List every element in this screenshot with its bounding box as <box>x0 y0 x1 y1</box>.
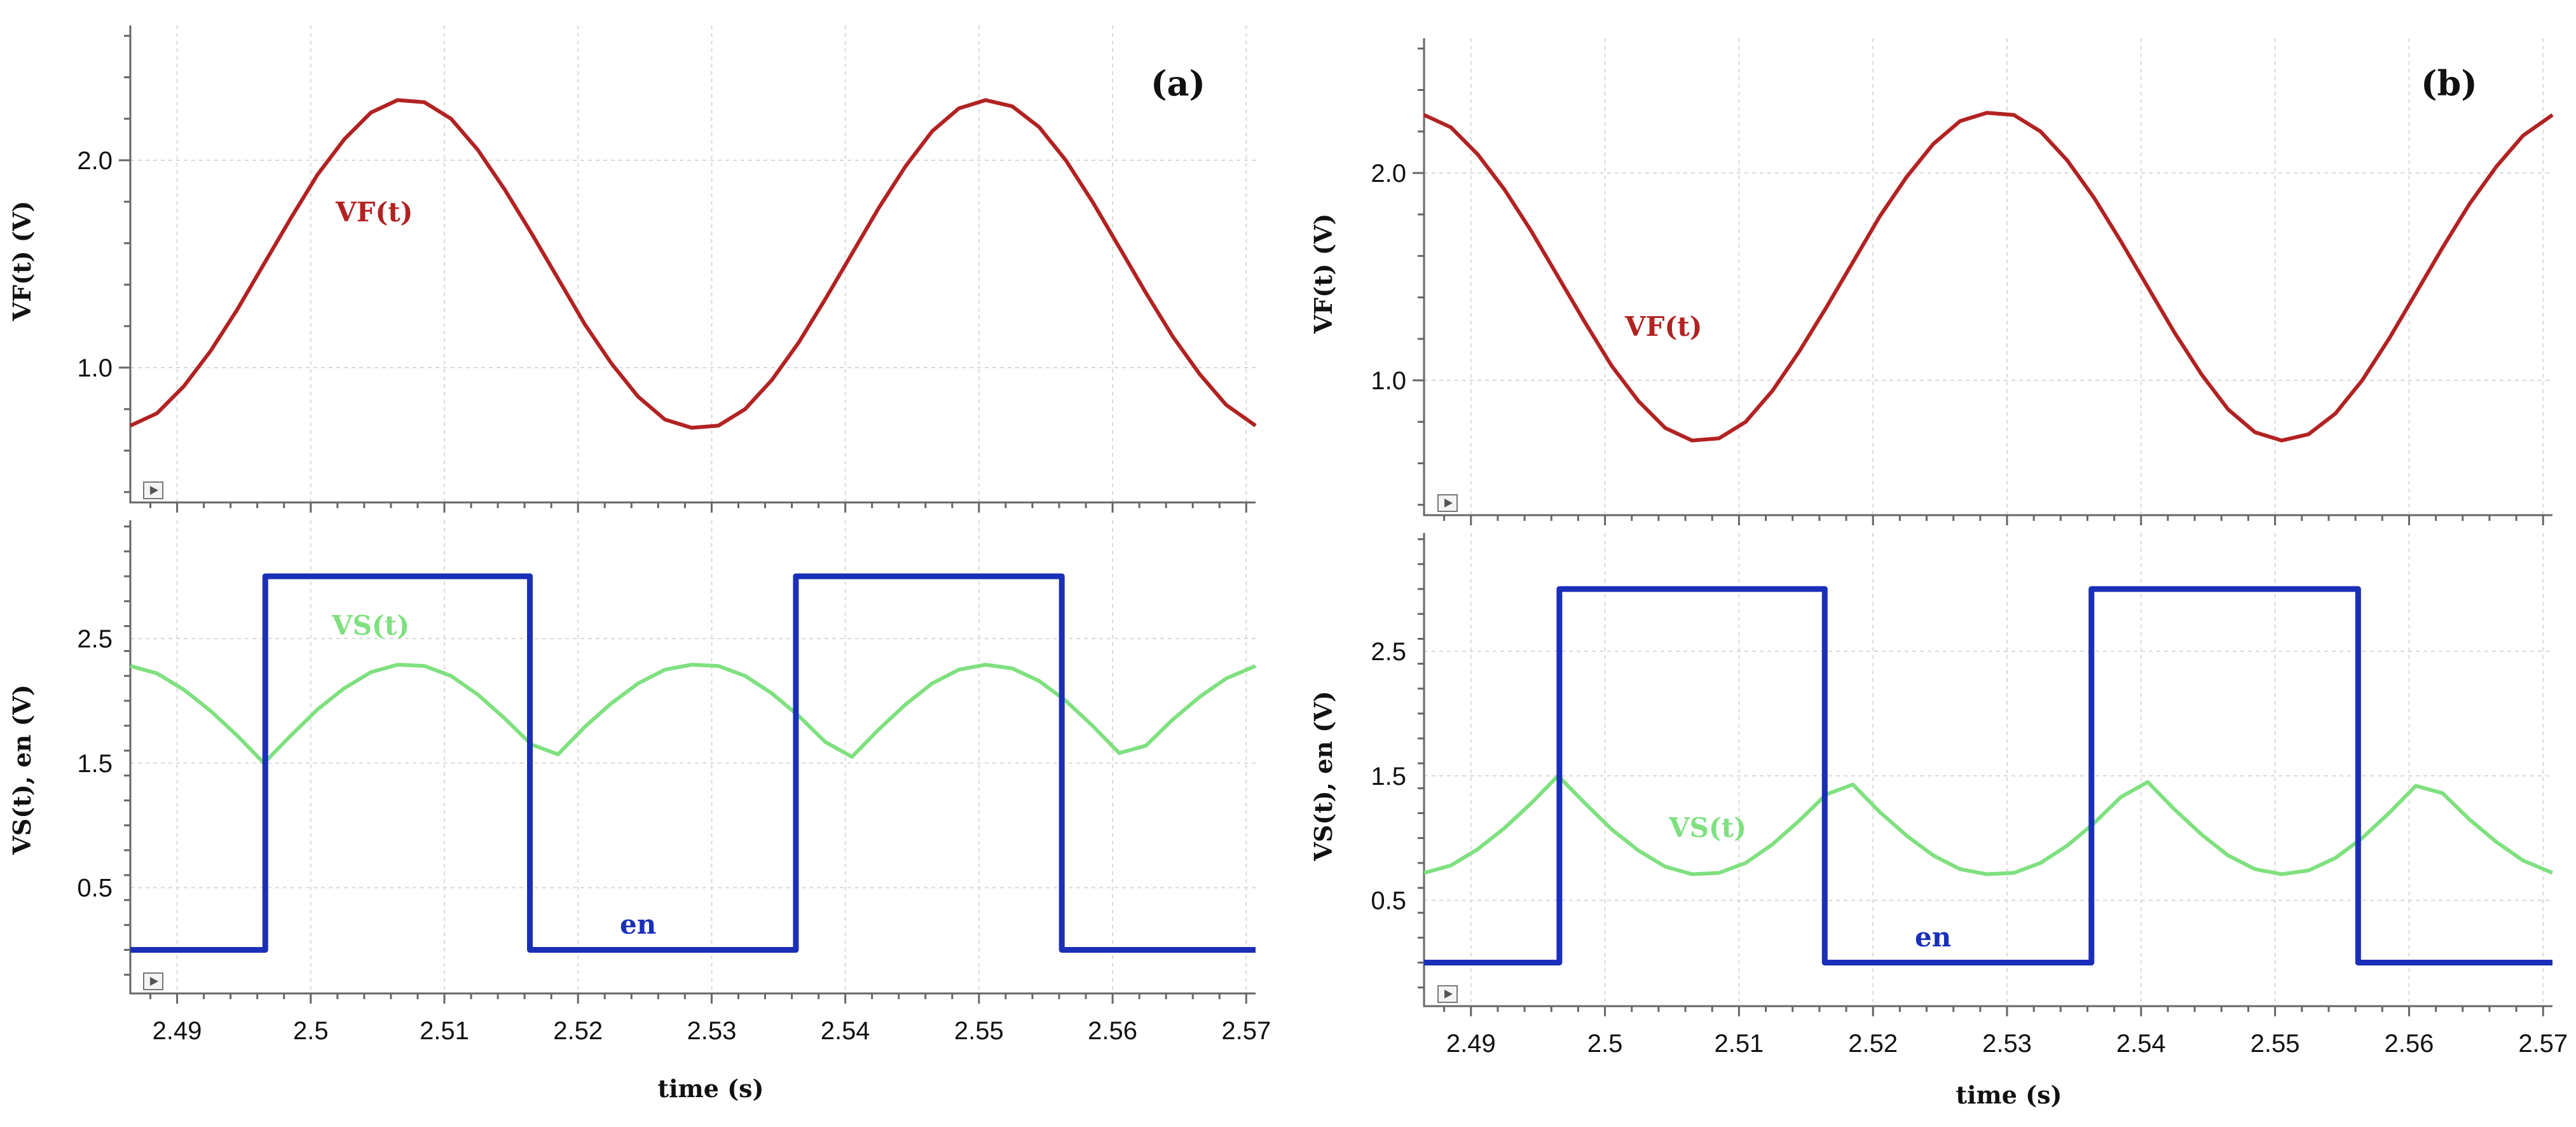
panel-b-top-play-icon[interactable] <box>1437 494 1458 512</box>
panel-b-top-ylabel: VF(t) (V) <box>1309 214 1338 335</box>
panel-b-xtick-label-7: 2.56 <box>2385 1030 2434 1058</box>
panel-a-en-label: en <box>620 909 656 940</box>
panel-a: 1.0 2.0 VF(t) (V) VF(t) (a) 0.5 1.5 2.5 2.4… <box>8 25 1271 1103</box>
panel-b-bottom-grid <box>1424 533 2552 1006</box>
panel-a-xlabel: time (s) <box>658 1074 764 1103</box>
panel-a-bottom-ytick-label-1: 1.5 <box>77 750 113 778</box>
panel-b-bottom-play-icon[interactable] <box>1437 985 1458 1003</box>
panel-b-bottom-ytick-label-0: 0.5 <box>1371 887 1406 915</box>
panel-b-bottom-ylabel: VS(t), en (V) <box>1309 691 1338 861</box>
panel-b-en-label: en <box>1915 922 1951 953</box>
panel-a-vf-label: VF(t) <box>335 197 413 228</box>
panel-a-xtick-label-1: 2.5 <box>293 1017 329 1045</box>
panel-b-top-ytick-label-1: 2.0 <box>1371 160 1406 188</box>
panel-b-top-plot: 1.0 2.0 VF(t) (V) VF(t) (b) <box>1309 38 2554 525</box>
panel-a-xtick-label-3: 2.52 <box>553 1017 603 1045</box>
panel-b-xtick-label-2: 2.51 <box>1714 1030 1764 1058</box>
panel-a-bottom-series-vst-line <box>130 663 1257 765</box>
panel-a-bottom-ticks <box>124 525 1247 1004</box>
panel-b-tag: (b) <box>2421 63 2477 104</box>
panel-b-bottom-series-vst-line <box>1423 773 2554 876</box>
panel-b-top-ytick-label-0: 1.0 <box>1371 367 1406 395</box>
panel-a-bottom-ytick-label-2: 2.5 <box>77 625 113 653</box>
panel-a-xtick-label-7: 2.56 <box>1088 1017 1137 1045</box>
panel-a-bottom-series <box>130 573 1257 953</box>
panel-b-xlabel: time (s) <box>1956 1081 2062 1109</box>
panel-a-bottom-plot: 0.5 1.5 2.5 2.49 2.5 2.51 2.52 2.53 2.54 2.55 2.5… <box>8 520 1271 1103</box>
panel-a-top-series <box>129 98 1257 430</box>
panel-a-tag: (a) <box>1151 63 1205 104</box>
panel-b-vf-label: VF(t) <box>1624 311 1702 342</box>
panel-b-xtick-label-5: 2.54 <box>2116 1030 2166 1058</box>
panel-a-xtick-label-8: 2.57 <box>1221 1017 1271 1045</box>
panel-a-top-ylabel: VF(t) (V) <box>8 201 36 322</box>
panel-b-top-ytick-labels: 1.0 2.0 <box>1371 160 1406 395</box>
panel-b-bottom-ytick-labels: 0.5 1.5 2.5 <box>1371 638 1406 915</box>
panel-b-vs-label: VS(t) <box>1668 812 1746 843</box>
panel-b-bottom-ytick-label-2: 2.5 <box>1371 638 1406 666</box>
panel-a-top-axis <box>129 25 1256 504</box>
panel-a-bottom-series-en-line <box>130 573 1256 953</box>
panel-b-top-series-vft-line <box>1423 111 2554 443</box>
panel-a-top-ytick-label-1: 2.0 <box>77 147 113 175</box>
panel-b-bottom-axis <box>1423 533 2552 1007</box>
panel-b-bottom-series <box>1423 586 2554 965</box>
panel-a-top-play-icon[interactable] <box>143 481 163 499</box>
panel-b-xtick-label-0: 2.49 <box>1446 1030 1496 1058</box>
panel-b-bottom-plot: 0.5 1.5 2.5 2.49 2.5 2.51 2.52 2.53 2.54 2.55 2.5… <box>1309 533 2568 1109</box>
panel-a-top-plot: 1.0 2.0 VF(t) (V) VF(t) (a) <box>8 25 1257 513</box>
panel-a-bottom-play-icon[interactable] <box>143 972 163 990</box>
panel-a-vs-label: VS(t) <box>331 610 409 641</box>
panel-a-bottom-ylabel: VS(t), en (V) <box>8 684 36 855</box>
panel-b-top-ticks <box>1413 47 2544 525</box>
panel-b-bottom-series-en-line <box>1424 586 2552 965</box>
panel-a-xtick-label-6: 2.55 <box>954 1017 1004 1045</box>
panel-b-xtick-label-3: 2.52 <box>1848 1030 1898 1058</box>
panel-a-bottom-ytick-label-0: 0.5 <box>77 875 113 902</box>
panel-b: 1.0 2.0 VF(t) (V) VF(t) (b) 0.5 1.5 2.5 2.4… <box>1309 38 2568 1109</box>
panel-a-bottom-grid <box>130 520 1256 993</box>
panel-b-xtick-label-4: 2.53 <box>1982 1030 2032 1058</box>
panel-a-xtick-labels: 2.49 2.5 2.51 2.52 2.53 2.54 2.55 2.56 2.57 <box>153 1017 1271 1045</box>
panel-a-top-ticks <box>119 34 1247 513</box>
panel-a-xtick-label-2: 2.51 <box>420 1017 469 1045</box>
panel-a-bottom-ytick-labels: 0.5 1.5 2.5 <box>77 625 113 902</box>
panel-b-xtick-label-8: 2.57 <box>2518 1030 2568 1058</box>
panel-b-top-axis <box>1423 38 2552 516</box>
panel-a-xtick-label-0: 2.49 <box>153 1017 202 1045</box>
panel-a-xtick-label-4: 2.53 <box>687 1017 737 1045</box>
panel-a-bottom-axis <box>129 520 1256 995</box>
panel-b-bottom-ticks <box>1418 538 2544 1016</box>
panel-b-xtick-label-6: 2.55 <box>2251 1030 2300 1058</box>
panel-b-top-series <box>1423 111 2554 443</box>
panel-b-bottom-ytick-label-1: 1.5 <box>1371 763 1406 791</box>
panel-a-top-ytick-label-0: 1.0 <box>77 354 113 382</box>
panel-a-top-series-vft-line <box>129 98 1257 430</box>
panel-b-xtick-labels: 2.49 2.5 2.51 2.52 2.53 2.54 2.55 2.56 2.57 <box>1446 1030 2568 1058</box>
panel-a-xtick-label-5: 2.54 <box>821 1017 870 1045</box>
panel-a-top-ytick-labels: 1.0 2.0 <box>77 147 113 382</box>
panel-b-xtick-label-1: 2.5 <box>1587 1030 1623 1058</box>
